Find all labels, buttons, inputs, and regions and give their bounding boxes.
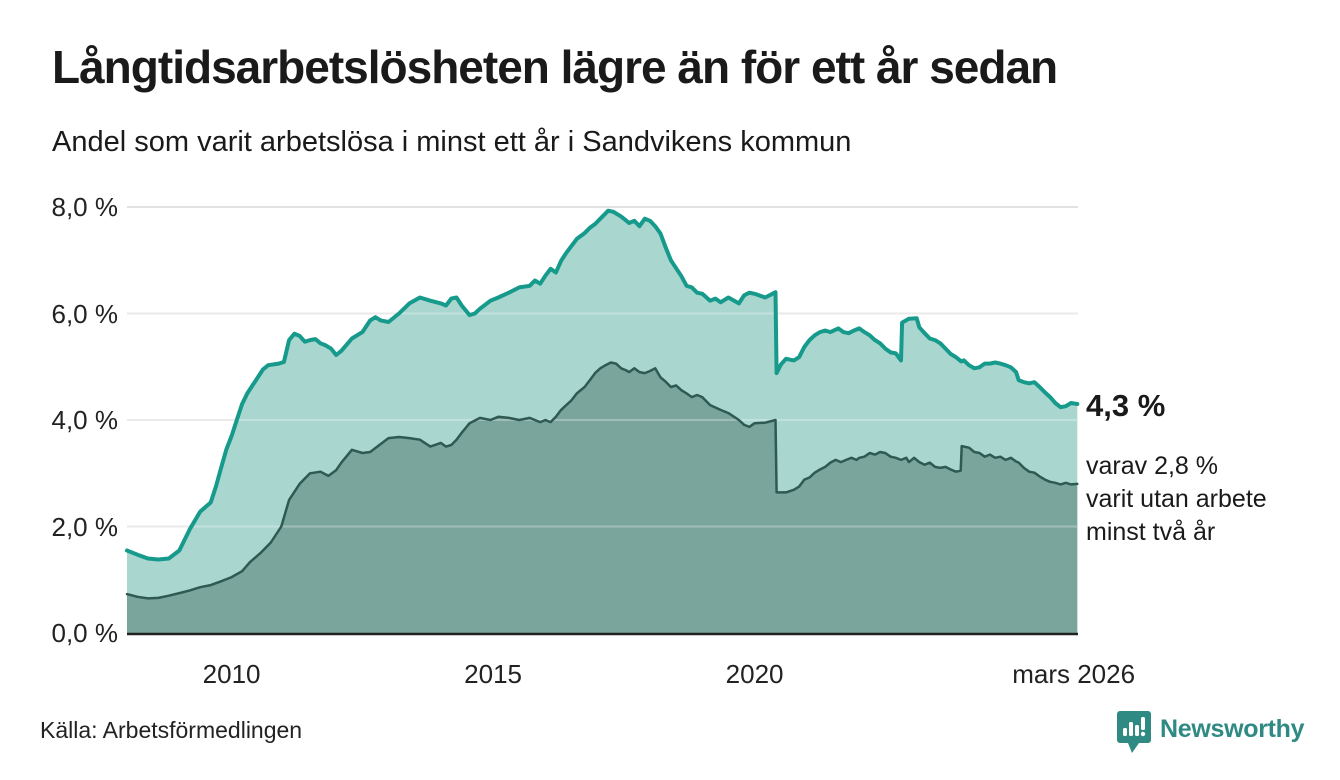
x-axis-tick-label: 2015 bbox=[464, 659, 523, 689]
source-note: Källa: Arbetsförmedlingen bbox=[40, 717, 303, 743]
x-axis-tick-label: mars 2026 bbox=[1012, 659, 1136, 689]
lower-area-fill bbox=[127, 362, 1078, 633]
newsworthy-pin-icon bbox=[1117, 711, 1151, 753]
lower-line bbox=[125, 361, 1079, 600]
y-axis-tick-label: 6,0 % bbox=[51, 298, 119, 329]
end-value-label: 4,3 % bbox=[1086, 388, 1166, 423]
y-axis-tick-label: 4,0 % bbox=[51, 405, 119, 435]
x-axis-tick-label: 2010 bbox=[202, 659, 261, 689]
y-axis-tick-label: 8,0 % bbox=[51, 192, 119, 222]
chart-subtitle: Andel som varit arbetslösa i minst ett å… bbox=[52, 126, 852, 158]
newsworthy-wordmark: Newsworthy bbox=[1160, 715, 1305, 743]
annotation-line: varav 2,8 % bbox=[1086, 452, 1219, 480]
page-title: Långtidsarbetslösheten lägre än för ett … bbox=[52, 41, 1058, 93]
annotation-line: minst två år bbox=[1086, 518, 1216, 546]
upper-line bbox=[125, 208, 1080, 562]
y-axis-tick-label: 2,0 % bbox=[51, 511, 119, 542]
annotation-line: varit utan arbete bbox=[1086, 485, 1267, 513]
end-annotation: varav 2,8 % varit utan arbete minst två … bbox=[1086, 450, 1267, 549]
x-axis-tick-label: 2020 bbox=[725, 659, 784, 689]
y-axis-tick-label: 0,0 % bbox=[51, 618, 119, 648]
newsworthy-logo: Newsworthy bbox=[1117, 710, 1305, 760]
